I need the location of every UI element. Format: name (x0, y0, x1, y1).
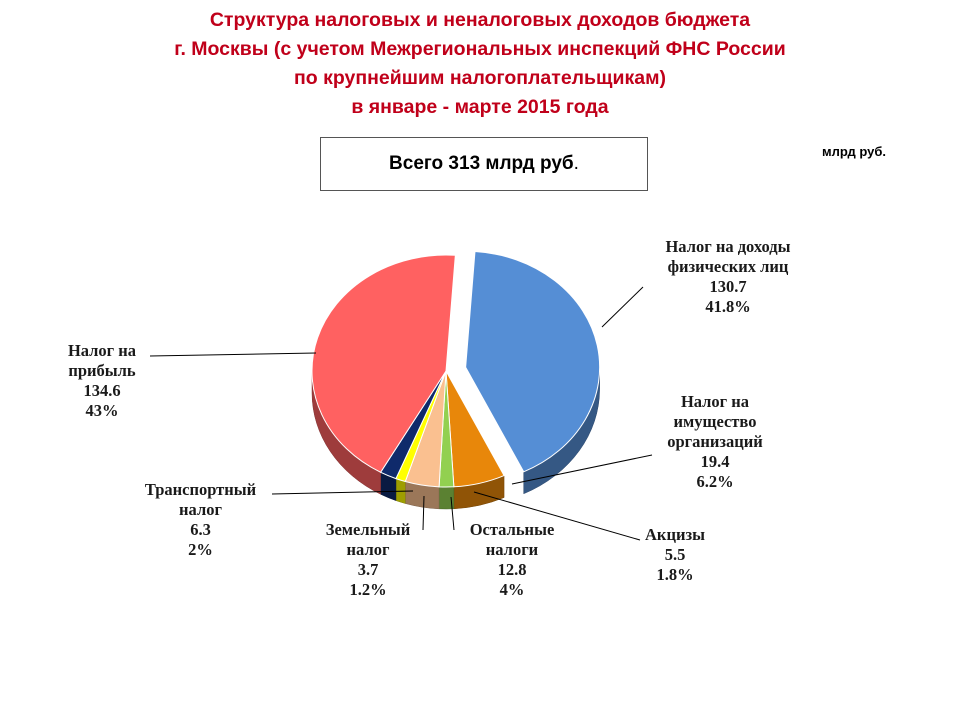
slice-percent: 1.2% (349, 580, 387, 599)
slice-value: 5.5 (664, 545, 686, 564)
leader-lines (149, 286, 653, 541)
slice-label-name: Налог на доходы (665, 237, 791, 256)
title-line-3: по крупнейшим налогоплательщикам) (293, 67, 667, 89)
slice-label: Налог на имущество организаций 19.4 6.2% (640, 392, 790, 492)
slice-label: Земельный налог 3.7 1.2% (308, 520, 428, 600)
total-text: Всего 313 млрд руб (389, 153, 574, 174)
leader-line (473, 491, 641, 541)
leader-line (601, 286, 644, 328)
slice-value: 12.8 (497, 560, 527, 579)
slice-label-name: Транспортный (144, 480, 257, 499)
slice-percent: 4% (499, 580, 525, 599)
pie-slice (465, 250, 601, 473)
leader-line (422, 495, 425, 531)
pie-slice (311, 254, 456, 473)
total-suffix: . (573, 153, 579, 174)
slice-label-name: организаций (667, 432, 763, 451)
slice-label-name: прибыль (68, 361, 136, 380)
leader-line (511, 454, 653, 485)
chart-title: Структура налоговых и неналоговых доходо… (0, 6, 960, 122)
slice-label-name: Налог на (67, 341, 137, 360)
slice-label-name: Акцизы (645, 525, 705, 544)
slice-label-name: имущество (673, 412, 757, 431)
slice-label-name: Налог на (680, 392, 750, 411)
leader-line (271, 490, 414, 495)
pie-sides (311, 367, 600, 510)
leader-line (450, 496, 455, 531)
slice-percent: 1.8% (656, 565, 694, 584)
slice-value: 3.7 (357, 560, 379, 579)
leader-line (149, 352, 317, 357)
slice-value: 19.4 (700, 452, 730, 471)
title-line-4: в январе - марте 2015 года (351, 96, 609, 118)
unit-label: млрд руб. (822, 144, 886, 159)
slice-percent: 2% (188, 540, 213, 559)
slice-label-name: налог (346, 540, 390, 559)
title-line-2: г. Москвы (с учетом Межрегиональных инсп… (174, 38, 786, 60)
slice-value: 6.3 (190, 520, 211, 539)
slice-label: Акцизы 5.5 1.8% (630, 525, 720, 585)
slice-label-name: Остальные (469, 520, 555, 539)
slice-value: 130.7 (709, 277, 747, 296)
slice-value: 134.6 (83, 381, 121, 400)
slice-percent: 6.2% (696, 472, 734, 491)
title-line-1: Структура налоговых и неналоговых доходо… (209, 9, 751, 31)
slice-label: Налог на доходы физических лиц 130.7 41.8% (648, 237, 808, 317)
slice-label-name: Земельный (325, 520, 411, 539)
slice-label: Транспортный налог 6.3 2% (128, 480, 273, 560)
slice-label-name: налог (179, 500, 222, 519)
slice-label-name: налоги (485, 540, 539, 559)
slice-label-name: физических лиц (667, 257, 789, 276)
total-box: Всего 313 млрд руб. (320, 137, 648, 191)
slice-percent: 41.8% (705, 297, 751, 316)
slice-label: Налог на прибыль 134.6 43% (42, 341, 162, 421)
slice-percent: 43% (85, 401, 119, 420)
pie-tops (311, 250, 601, 488)
slice-label: Остальные налоги 12.8 4% (452, 520, 572, 600)
